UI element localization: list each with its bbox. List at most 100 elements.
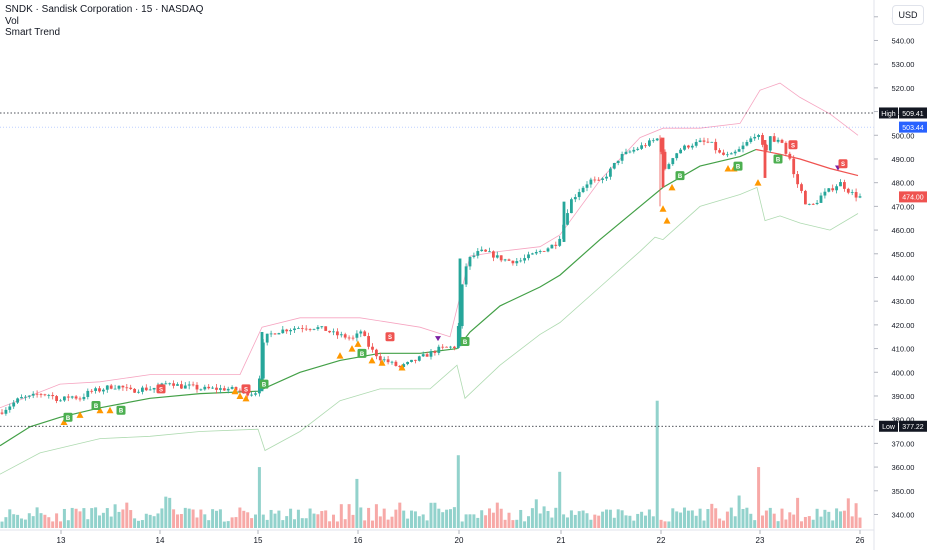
candle-body [297,328,300,329]
y-tick-label: 400.00 [892,368,915,377]
level-name-tag [879,420,898,432]
buy-signal-badge: B [259,379,269,389]
volume-bar [558,471,562,528]
smart-trend-indicator-label[interactable]: Smart Trend [5,27,61,38]
candle-body [24,396,27,398]
candle-body [675,153,679,159]
y-tick-label: 440.00 [892,273,915,282]
volume-bar [530,508,534,528]
candle-body [336,331,339,336]
candle-body [449,346,452,348]
volume-bar [417,516,421,528]
signal-box [259,379,269,389]
x-tick-label: 20 [455,536,464,545]
candle-body [55,396,58,402]
volume-bar [507,512,511,528]
symbol-title[interactable]: SNDK · Sandisk Corporation · 15 · NASDAQ [5,4,204,15]
candle-body [854,192,858,198]
volume-bar [546,511,550,528]
candle-body [761,135,764,145]
signal-box [838,159,848,169]
volume-bar [20,518,23,528]
volume-bar [608,509,612,528]
candle-body [250,394,253,396]
volume-bar [827,511,831,528]
up-triangle-marker [754,179,762,186]
y-tick-label: 350.00 [892,487,915,496]
volume-bar [476,517,480,528]
volume-bar [129,510,133,528]
volume-bar [484,515,488,528]
candle-body [683,145,686,150]
volume-bar [800,521,803,528]
signal-label: B [66,416,71,422]
signal-label: B [776,157,781,163]
candle-body [823,191,827,196]
volume-bar [523,521,527,528]
volume-bar [86,519,90,528]
candle-body [792,158,796,175]
candle-body [429,351,433,357]
candle-body [495,255,499,258]
up-triangle-marker [96,406,104,414]
candle-body [222,388,226,391]
volume-bar [27,513,31,528]
volume-bar [133,518,137,528]
volume-bar [355,478,359,528]
volume-bar [792,514,796,528]
candle-body [269,333,273,335]
volume-bar [488,508,491,528]
volume-indicator-label[interactable]: Vol [5,15,19,27]
volume-bar [729,507,733,528]
candle-body [0,412,4,414]
candle-body [359,331,363,334]
currency-button[interactable]: USD [892,5,924,25]
last-price-tag [899,191,927,203]
candle-body [667,164,671,169]
candle-body [651,140,655,142]
volume-bar [215,510,218,528]
candle-body [562,201,566,242]
volume-bar [445,509,449,528]
time-axis[interactable]: 13 14 15 16 20 21 22 23 26 [0,529,874,545]
up-triangle-marker [663,217,671,224]
candle-body [464,266,468,285]
volume-bar [698,508,702,528]
candle-body [655,138,659,141]
volume-bar [449,509,452,528]
candle-body [846,188,850,193]
y-tick-label: 470.00 [892,202,915,211]
candle-body [710,141,714,143]
candle-body [745,142,749,146]
y-tick-label: 410.00 [892,345,915,354]
volume-bar [854,503,858,528]
volume-bar [218,509,222,528]
candle-body [492,251,495,258]
volume-bar [534,499,538,528]
candle-body [546,248,550,252]
volume-bar [254,514,257,528]
candle-body [628,151,632,153]
candle-body [433,351,437,353]
volume-bar [511,520,515,528]
volume-bar [121,509,125,528]
volume-bar [222,521,226,528]
volume-bar [425,520,429,528]
candle-body [527,254,530,259]
candle-body [550,244,554,249]
price-axis[interactable]: 550.00540.00530.00520.00510.00500.00490.… [873,0,927,550]
candle-body [234,387,238,391]
candle-body [351,337,355,339]
volume-bar [207,520,211,528]
volume-bar [667,521,671,528]
candle-body [8,406,12,410]
volume-bar [367,507,371,528]
marker-price-tag [899,121,927,133]
y-tick-label: 500.00 [892,131,915,140]
y-tick-label: 430.00 [892,297,915,306]
x-tick-label: 22 [657,536,666,545]
volume-bar [632,520,636,528]
volume-bar [51,521,55,528]
y-tick-label: 480.00 [892,179,915,188]
